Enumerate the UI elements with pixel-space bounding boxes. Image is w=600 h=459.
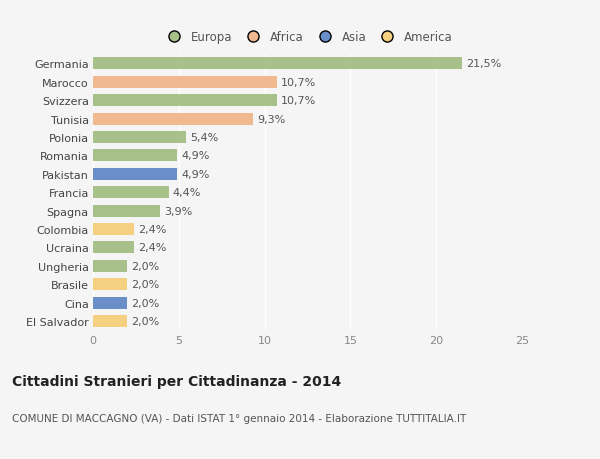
Bar [93,77,277,89]
Text: 5,4%: 5,4% [190,133,218,143]
Legend: Europa, Africa, Asia, America: Europa, Africa, Asia, America [160,29,455,46]
Text: 21,5%: 21,5% [466,59,502,69]
Bar [93,150,177,162]
Bar [93,132,185,144]
Text: 2,4%: 2,4% [139,243,167,253]
Text: 10,7%: 10,7% [281,96,316,106]
Bar [93,113,253,125]
Bar [93,279,127,291]
Bar [93,187,169,199]
Bar [93,168,177,180]
Text: 2,0%: 2,0% [131,298,160,308]
Bar [93,242,134,254]
Text: 3,9%: 3,9% [164,206,193,216]
Text: 2,0%: 2,0% [131,280,160,290]
Bar [93,58,462,70]
Text: 2,4%: 2,4% [139,224,167,235]
Text: 4,9%: 4,9% [181,169,210,179]
Bar [93,95,277,107]
Bar [93,315,127,327]
Text: 9,3%: 9,3% [257,114,285,124]
Bar [93,297,127,309]
Text: COMUNE DI MACCAGNO (VA) - Dati ISTAT 1° gennaio 2014 - Elaborazione TUTTITALIA.I: COMUNE DI MACCAGNO (VA) - Dati ISTAT 1° … [12,413,466,423]
Bar [93,205,160,217]
Text: 4,9%: 4,9% [181,151,210,161]
Text: Cittadini Stranieri per Cittadinanza - 2014: Cittadini Stranieri per Cittadinanza - 2… [12,374,341,388]
Text: 2,0%: 2,0% [131,316,160,326]
Bar [93,260,127,272]
Text: 10,7%: 10,7% [281,78,316,88]
Text: 4,4%: 4,4% [173,188,201,198]
Bar [93,224,134,235]
Text: 2,0%: 2,0% [131,261,160,271]
